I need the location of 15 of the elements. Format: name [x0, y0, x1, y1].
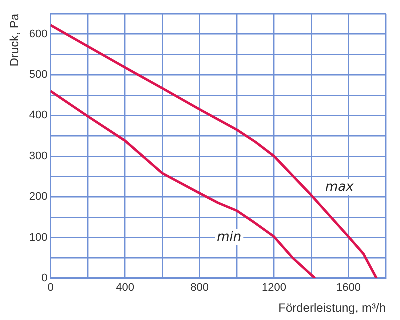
- y-tick-label: 600: [29, 28, 48, 40]
- x-axis-title: Förderleistung, m³/h: [278, 301, 386, 316]
- x-tick-label: 400: [116, 282, 134, 294]
- x-tick-label: 800: [190, 282, 209, 294]
- y-tick-label: 400: [29, 110, 48, 122]
- x-tick-label: 1600: [336, 282, 361, 294]
- series-label: max: [326, 180, 354, 195]
- x-tick-label: 1200: [262, 282, 286, 294]
- y-tick-label: 300: [29, 150, 48, 162]
- y-tick-label: 200: [29, 191, 48, 204]
- y-tick-label: 0: [42, 272, 48, 284]
- y-axis-title: Druck, Pa: [8, 14, 22, 67]
- y-tick-label: 500: [29, 69, 48, 82]
- series-label: min: [217, 230, 242, 245]
- y-tick-label: 100: [29, 232, 48, 244]
